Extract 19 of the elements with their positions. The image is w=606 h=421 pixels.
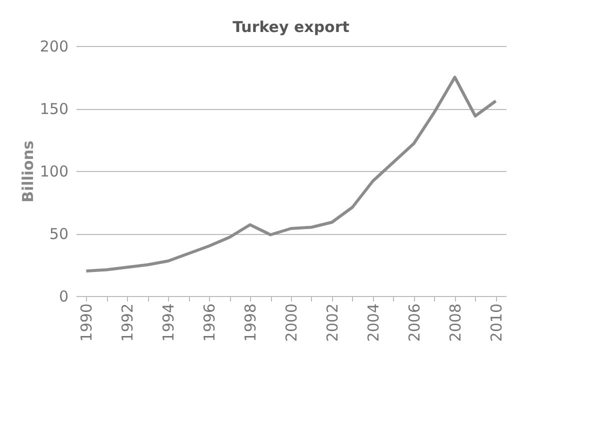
x-tick-label: 2002	[323, 304, 342, 342]
x-tick-label: 2004	[364, 304, 382, 342]
y-axis-title: Billions	[18, 140, 37, 202]
y-tick-label: 0	[58, 288, 68, 306]
x-tick-label: 1990	[78, 304, 96, 342]
y-tick-label: 50	[49, 225, 68, 243]
x-tick-label: 1994	[160, 304, 178, 342]
y-tick-label: 200	[40, 38, 68, 56]
chart-title: Turkey export	[232, 18, 350, 36]
x-tick-label: 1996	[200, 304, 219, 342]
x-tick-label: 2006	[405, 304, 424, 342]
x-tick-label: 2000	[282, 304, 300, 342]
x-tick-label: 2010	[487, 304, 506, 342]
y-tick-label: 150	[40, 100, 68, 118]
y-tick-label: 100	[40, 162, 68, 180]
x-tick-label: 1992	[118, 304, 137, 342]
x-tick-label: 2008	[446, 304, 464, 342]
line-series	[84, 76, 498, 272]
x-tick-label: 1998	[242, 304, 260, 342]
